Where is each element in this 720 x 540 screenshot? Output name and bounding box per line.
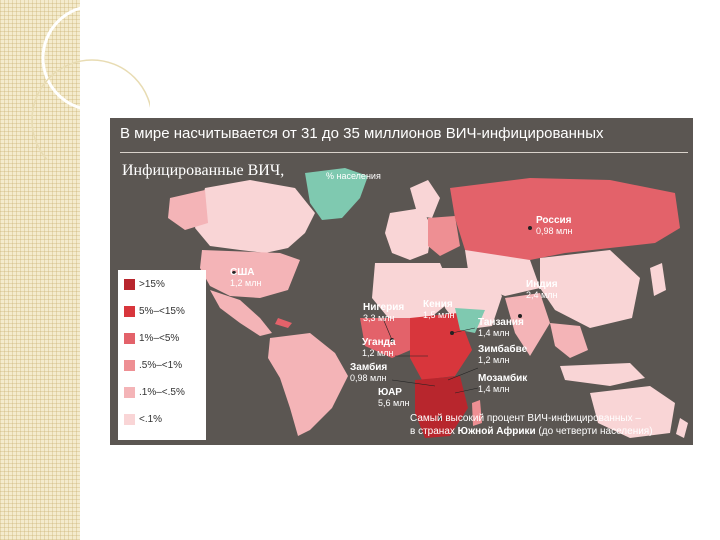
legend-swatch xyxy=(124,386,135,398)
region-china xyxy=(540,250,640,328)
callout-value: 1,2 млн xyxy=(478,355,510,365)
region-madagascar xyxy=(472,400,482,426)
callout-country: Индия xyxy=(526,279,558,290)
region-usa xyxy=(200,250,300,298)
legend-item: .1%–<.5% xyxy=(124,385,185,399)
legend-swatch xyxy=(124,413,135,425)
callout-value: 1,4 млн xyxy=(478,384,510,394)
callout-country: Россия xyxy=(536,215,572,226)
callout-mozambique: Мозамбик 1,4 млн xyxy=(478,373,528,395)
region-west-africa xyxy=(360,318,420,358)
region-europe-west xyxy=(385,208,432,260)
footnote-region: Южной Африки xyxy=(457,426,536,437)
legend-item: >15% xyxy=(124,277,165,291)
region-alaska xyxy=(168,190,208,230)
region-indonesia xyxy=(560,363,645,386)
map-unit: % населения xyxy=(326,171,381,181)
region-russia xyxy=(450,178,680,260)
footnote-suffix: (до четверти населения) xyxy=(535,426,653,437)
legend-label: 1%–<5% xyxy=(139,332,180,344)
title-divider xyxy=(120,152,688,153)
legend-label: .5%–<1% xyxy=(139,359,183,371)
region-mexico xyxy=(210,290,272,336)
region-caribbean xyxy=(275,318,292,328)
callout-value: 1,2 млн xyxy=(230,278,262,288)
legend-item: 5%–<15% xyxy=(124,304,185,318)
footnote-prefix: в странах xyxy=(410,426,458,437)
region-north-africa xyxy=(372,263,455,320)
legend-swatch xyxy=(124,278,135,290)
callout-country: Нигерия xyxy=(363,302,405,313)
callout-value: 0,98 млн xyxy=(350,373,387,383)
legend-label: .1%–<.5% xyxy=(139,386,185,398)
callout-country: Кения xyxy=(423,299,453,310)
legend: >15% 5%–<15% 1%–<5% .5%–<1% .1%–<.5% <.1… xyxy=(118,270,206,440)
footnote-line2: в странах Южной Африки (до четверти насе… xyxy=(410,425,693,438)
callout-kenya: Кения 1,5 млн xyxy=(423,299,455,321)
callout-value: 1,2 млн xyxy=(362,348,394,358)
legend-label: 5%–<15% xyxy=(139,305,185,317)
region-australia xyxy=(590,386,675,438)
callout-nigeria: Нигерия 3,3 млн xyxy=(363,302,405,324)
region-greenland xyxy=(305,168,368,220)
legend-swatch xyxy=(124,305,135,317)
callout-south-africa: ЮАР 5,6 млн xyxy=(378,387,410,409)
footnote-line1: Самый высокий процент ВИЧ-инфицированных… xyxy=(410,413,641,424)
callout-value: 1,4 млн xyxy=(478,328,510,338)
legend-item: 1%–<5% xyxy=(124,331,179,345)
region-south-america xyxy=(268,333,348,436)
region-japan xyxy=(650,263,666,296)
legend-label: >15% xyxy=(139,278,165,290)
callout-value: 3,3 млн xyxy=(363,313,395,323)
legend-item: <.1% xyxy=(124,412,162,426)
decorative-circles-icon xyxy=(31,4,150,160)
callout-country: ЮАР xyxy=(378,387,402,398)
region-horn-africa xyxy=(455,308,485,333)
callout-country: США xyxy=(230,267,255,278)
map-title: В мире насчитывается от 31 до 35 миллион… xyxy=(120,125,604,142)
region-europe-east xyxy=(428,216,460,256)
callout-country: Зимбабве xyxy=(478,344,528,355)
legend-swatch xyxy=(124,332,135,344)
legend-label: <.1% xyxy=(139,413,163,425)
region-se-asia xyxy=(550,323,588,358)
world-map xyxy=(168,168,688,438)
region-new-zealand xyxy=(676,418,688,438)
region-east-africa xyxy=(410,313,472,380)
callout-value: 0,98 млн xyxy=(536,226,573,236)
map-subtitle: Инфицированные ВИЧ, xyxy=(122,162,285,179)
callout-india: Индия 2,4 млн xyxy=(526,279,558,301)
region-canada xyxy=(195,180,315,253)
callout-country: Танзания xyxy=(478,317,524,328)
callout-value: 1,5 млн xyxy=(423,310,455,320)
hiv-world-map-figure: В мире насчитывается от 31 до 35 миллион… xyxy=(110,118,693,445)
callout-country: Уганда xyxy=(362,337,396,348)
legend-swatch xyxy=(124,359,135,371)
callout-country: Мозамбик xyxy=(478,373,528,384)
callout-zimbabwe: Зимбабве 1,2 млн xyxy=(478,344,528,366)
callout-zambia: Замбия 0,98 млн xyxy=(350,362,388,384)
legend-item: .5%–<1% xyxy=(124,358,182,372)
region-southern-africa xyxy=(415,376,468,438)
callout-value: 5,6 млн xyxy=(378,398,410,408)
callout-country: Замбия xyxy=(350,362,388,373)
callout-russia: Россия 0,98 млн xyxy=(536,215,573,237)
map-footnote: Самый высокий процент ВИЧ-инфицированных… xyxy=(410,412,693,438)
region-india xyxy=(505,293,550,356)
callout-tanzania: Танзания 1,4 млн xyxy=(478,317,524,339)
callout-value: 2,4 млн xyxy=(526,290,558,300)
callout-uganda: Уганда 1,2 млн xyxy=(362,337,396,359)
callout-usa: США 1,2 млн xyxy=(230,267,262,289)
region-scandinavia xyxy=(410,180,440,218)
